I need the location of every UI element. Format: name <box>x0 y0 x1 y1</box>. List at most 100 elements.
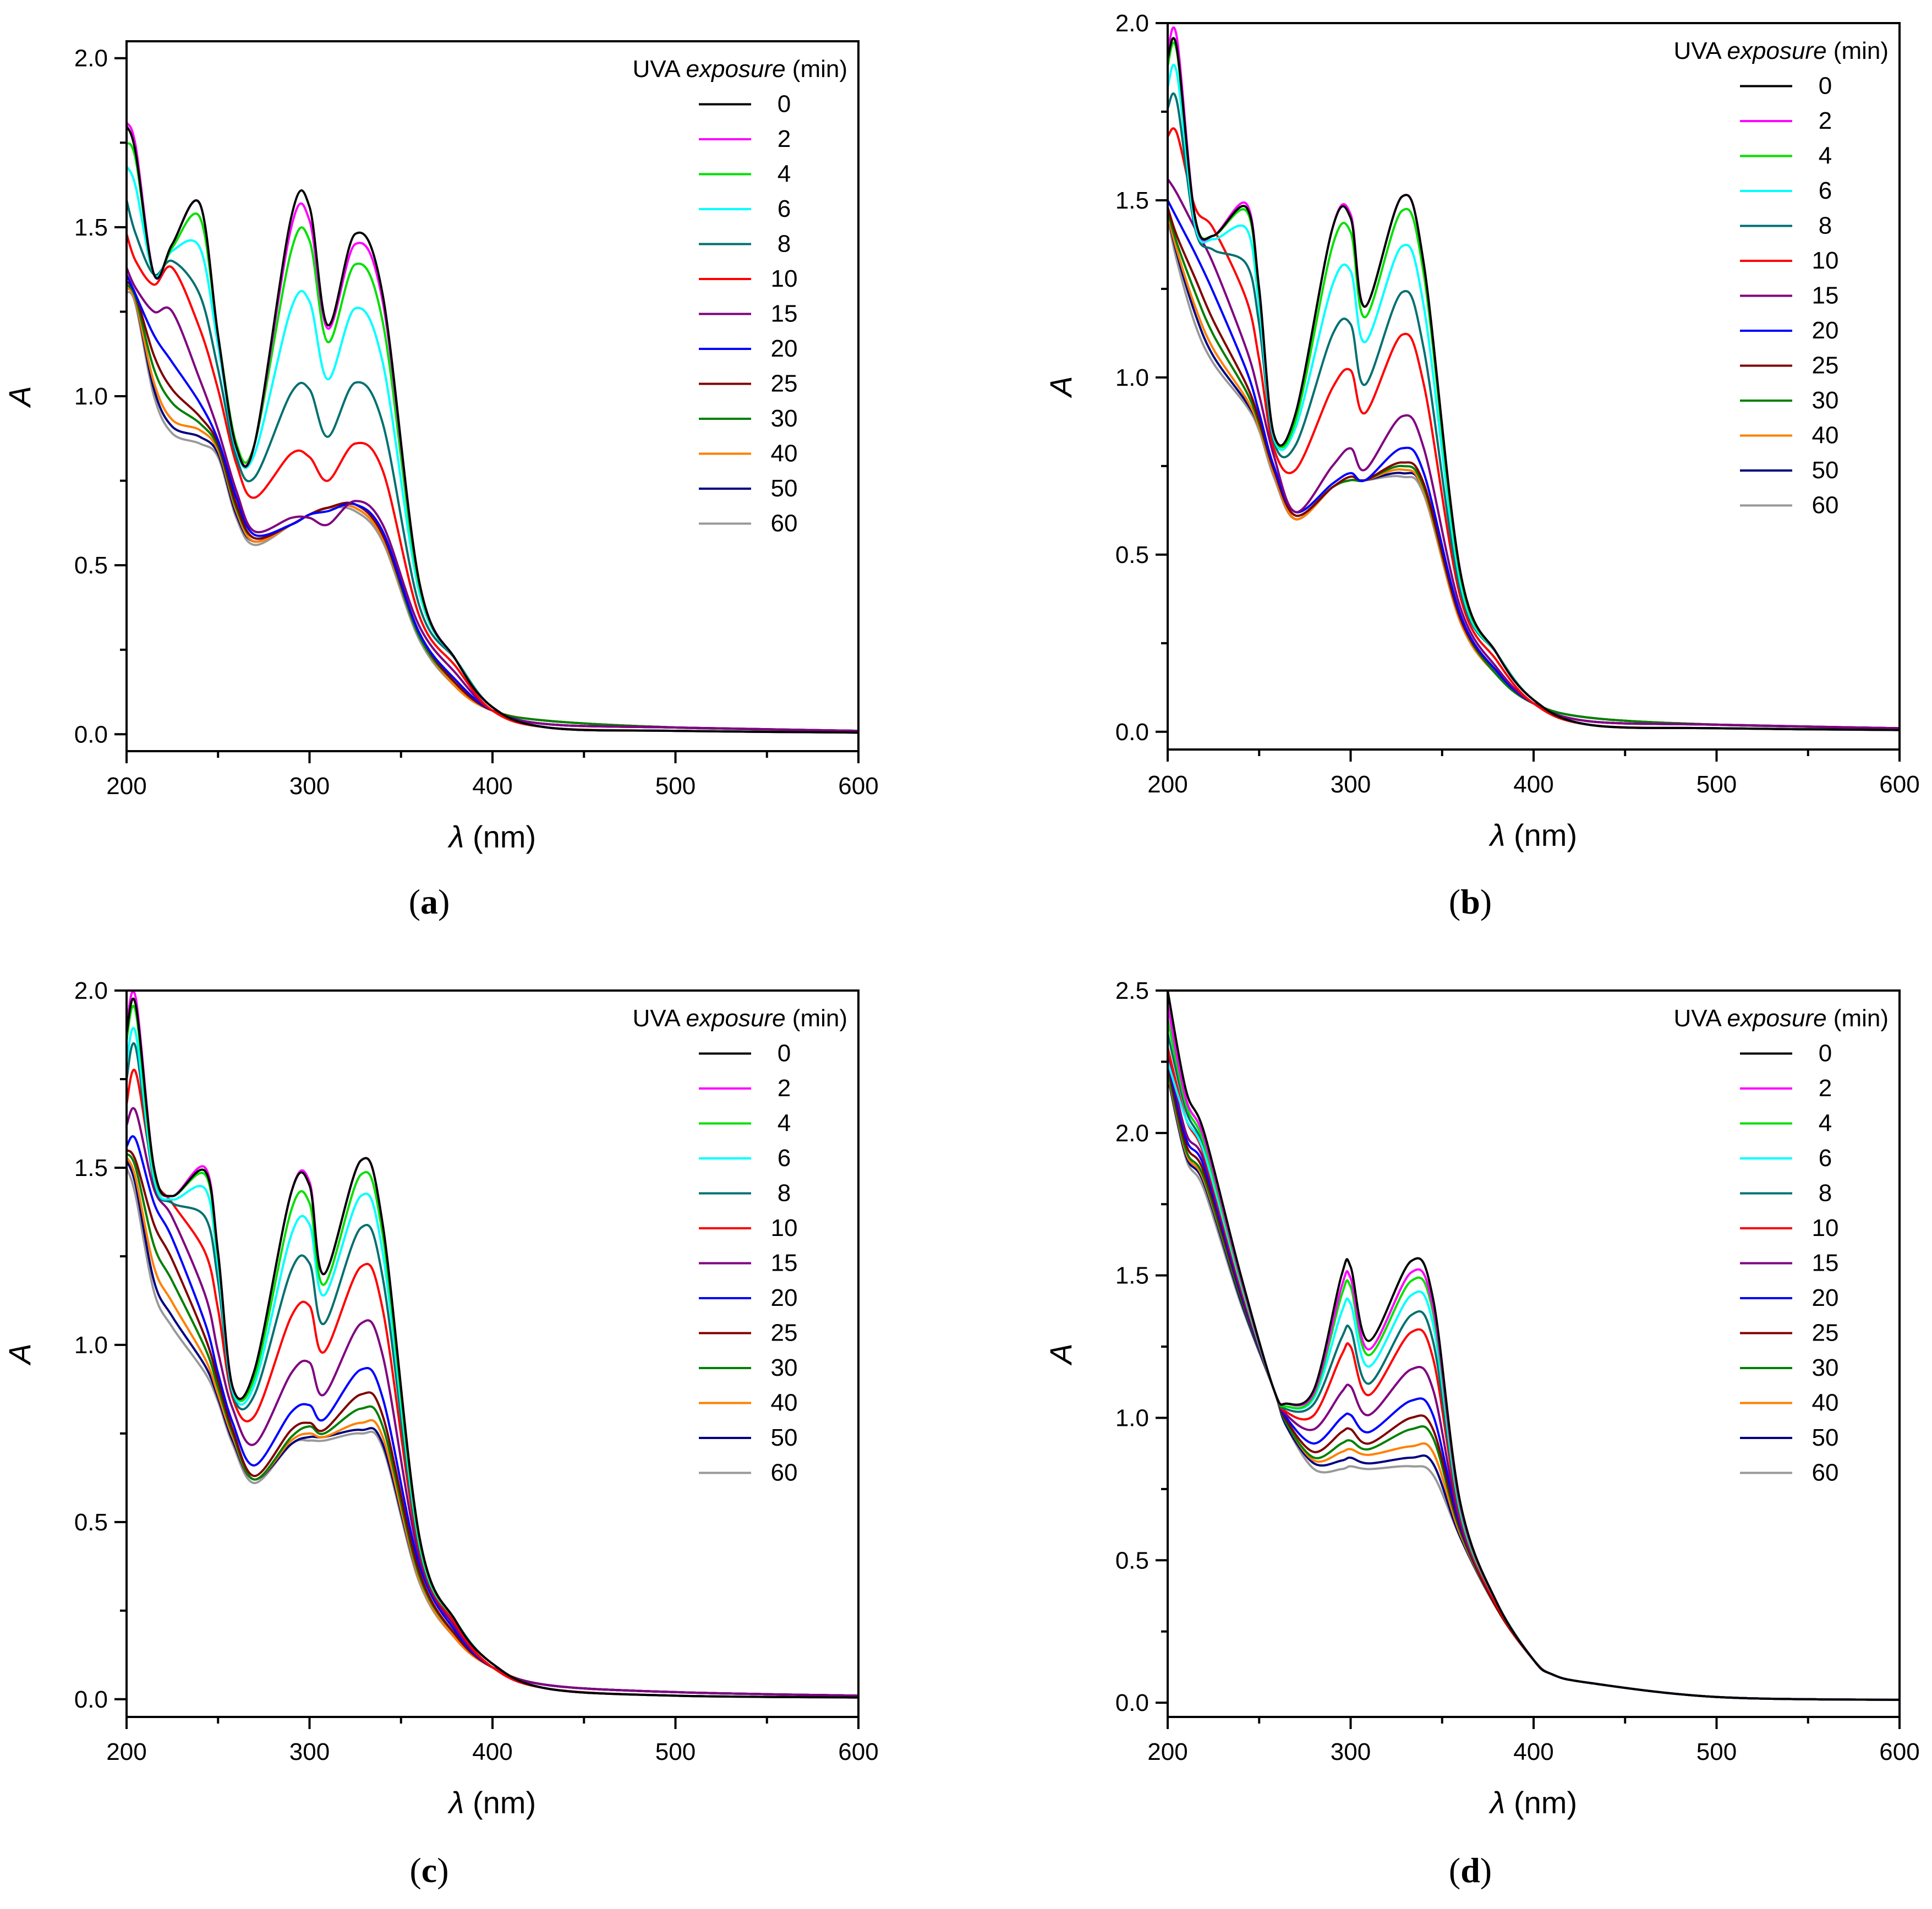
legend-label: 20 <box>1812 1284 1839 1311</box>
plot-frame <box>1167 22 1901 751</box>
series-line-0min <box>127 997 858 1699</box>
legend-label: 10 <box>771 265 798 292</box>
x-tick-label: 300 <box>289 1738 330 1765</box>
series-line-15min <box>1168 178 1900 730</box>
legend-label: 8 <box>1819 212 1832 239</box>
legend-label: 25 <box>1812 1320 1839 1347</box>
series-line-10min <box>127 1069 858 1699</box>
x-tick-label: 500 <box>655 773 696 800</box>
panel-label: (c) <box>409 1851 448 1890</box>
series-line-50min <box>127 1160 858 1697</box>
legend-title: UVA exposure (min) <box>633 1005 847 1032</box>
series-line-8min <box>1168 1033 1900 1701</box>
y-tick-label: 1.0 <box>1115 1404 1149 1431</box>
panel-label: (a) <box>409 882 450 921</box>
legend-label: 10 <box>771 1215 798 1241</box>
y-tick-label: 1.0 <box>74 383 108 410</box>
series-group <box>1168 991 1900 1701</box>
series-line-60min <box>1168 1075 1900 1701</box>
series-line-8min <box>127 1042 858 1699</box>
y-axis-title: A <box>1043 376 1078 398</box>
legend-label: 60 <box>1812 1459 1839 1486</box>
y-tick-label: 0.0 <box>1115 1689 1149 1716</box>
legend-label: 60 <box>771 1459 798 1486</box>
y-tick-label: 2.5 <box>1115 977 1149 1004</box>
x-tick-label: 400 <box>1513 1738 1553 1765</box>
x-tick-label: 600 <box>1879 771 1919 798</box>
legend-title: UVA exposure (min) <box>1674 1005 1889 1032</box>
series-line-30min <box>127 283 858 732</box>
x-tick-label: 600 <box>1879 1738 1919 1765</box>
x-tick-label: 500 <box>655 1738 696 1765</box>
series-line-2min <box>1168 1004 1900 1701</box>
series-line-50min <box>1168 1075 1900 1701</box>
y-tick-label: 1.5 <box>74 214 108 241</box>
series-group <box>1168 26 1900 731</box>
series-line-2min <box>127 122 858 734</box>
legend-label: 4 <box>778 1110 791 1137</box>
y-tick-label: 1.0 <box>1115 364 1149 391</box>
x-axis-title: λ (nm) <box>447 1785 536 1820</box>
y-tick-label: 0.0 <box>1115 719 1149 746</box>
legend-label: 30 <box>771 405 798 432</box>
legend-label: 40 <box>771 1390 798 1416</box>
legend-label: 40 <box>1812 422 1839 449</box>
legend-label: 10 <box>1812 247 1839 274</box>
x-tick-label: 200 <box>106 773 146 800</box>
series-line-4min <box>1168 41 1900 731</box>
x-tick-label: 400 <box>472 1738 512 1765</box>
y-tick-label: 2.0 <box>74 45 108 72</box>
y-tick-label: 2.0 <box>1115 1120 1149 1147</box>
y-tick-label: 0.5 <box>74 552 108 579</box>
legend-label: 30 <box>1812 1354 1839 1381</box>
legend-label: 50 <box>771 1424 798 1451</box>
legend-label: 50 <box>1812 457 1839 484</box>
series-line-8min <box>1168 92 1900 731</box>
legend-label: 60 <box>771 510 798 537</box>
series-line-15min <box>127 1107 858 1697</box>
legend-label: 6 <box>778 1145 791 1172</box>
series-line-6min <box>127 1027 858 1699</box>
series-line-15min <box>1168 1053 1900 1701</box>
x-tick-label: 300 <box>1331 1738 1371 1765</box>
series-line-10min <box>1168 127 1900 731</box>
series-line-40min <box>1168 1073 1900 1701</box>
y-tick-label: 0.5 <box>1115 1547 1149 1574</box>
series-line-4min <box>127 1005 858 1699</box>
series-line-30min <box>1168 1070 1900 1701</box>
legend-label: 10 <box>1812 1215 1839 1241</box>
plot-frame <box>1167 989 1901 1718</box>
series-line-60min <box>1168 217 1900 730</box>
x-tick-label: 600 <box>838 773 878 800</box>
y-axis-title: A <box>2 386 37 408</box>
plot-frame <box>125 989 860 1718</box>
y-axis-title: A <box>1043 1343 1078 1365</box>
legend-label: 8 <box>778 1180 791 1207</box>
series-line-4min <box>127 141 858 734</box>
x-tick-label: 400 <box>472 773 512 800</box>
legend-label: 4 <box>778 161 791 188</box>
legend-label: 20 <box>771 1284 798 1311</box>
legend-title: UVA exposure (min) <box>633 56 847 83</box>
series-group <box>127 122 858 734</box>
legend-title: UVA exposure (min) <box>1674 37 1889 64</box>
legend-label: 0 <box>1819 73 1832 100</box>
legend-label: 40 <box>1812 1390 1839 1416</box>
y-axis-title: A <box>2 1343 37 1365</box>
legend-label: 6 <box>778 195 791 222</box>
legend-label: 60 <box>1812 492 1839 519</box>
series-line-20min <box>1168 200 1900 730</box>
legend-label: 2 <box>778 1075 791 1102</box>
y-tick-label: 2.0 <box>74 977 108 1004</box>
series-line-0min <box>127 125 858 734</box>
legend-label: 40 <box>771 440 798 467</box>
legend-label: 25 <box>1812 352 1839 379</box>
x-tick-label: 600 <box>838 1738 878 1765</box>
y-tick-label: 0.0 <box>74 721 108 748</box>
x-tick-label: 300 <box>1331 771 1371 798</box>
